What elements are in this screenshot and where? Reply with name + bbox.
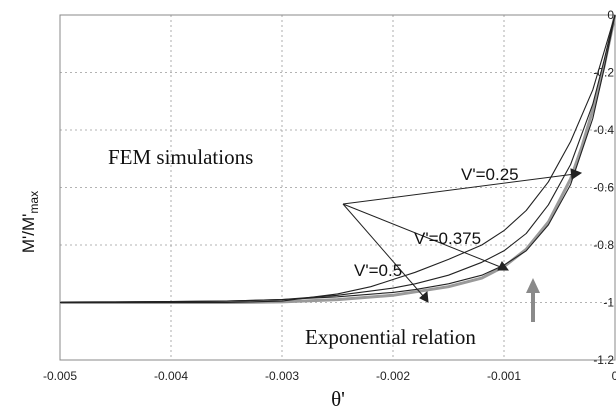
exponential-relation-label: Exponential relation (305, 325, 476, 349)
arrow-v025-head (570, 168, 583, 180)
y-tick-label: -0.4 (593, 123, 614, 137)
arrow-v05 (342, 203, 425, 298)
y-tick-label: -1.2 (593, 353, 614, 367)
y-tick-label: -0.6 (593, 181, 614, 195)
series (59, 14, 616, 304)
x-tick-label: -0.003 (265, 369, 299, 383)
y-tick-label: 0 (607, 8, 614, 22)
arrow-v025 (342, 173, 576, 205)
x-tick-label: -0.001 (487, 369, 521, 383)
y-tick-label: -1 (603, 296, 614, 310)
v025-label: V'=0.25 (461, 165, 519, 184)
annotation-arrows (342, 168, 583, 303)
exponential-arrow (526, 278, 540, 322)
y-tick-label: -0.8 (593, 238, 614, 252)
x-tick-label: 0 (612, 369, 616, 383)
plot-border (59, 14, 616, 361)
y-axis-label: M'/M'max (19, 191, 41, 253)
arrow-v05-head (419, 290, 429, 303)
x-tick-label: -0.004 (154, 369, 188, 383)
v05-label: V'=0.5 (354, 261, 402, 280)
arrow-v0375-head (497, 261, 509, 271)
x-tick-label: -0.005 (43, 369, 77, 383)
fem-simulations-label: FEM simulations (108, 145, 253, 169)
arrow-v0375 (342, 203, 504, 269)
v0375-label: V'=0.375 (414, 229, 481, 248)
series-line-v-0-5 (59, 14, 616, 304)
y-axis-label-subscript: max (27, 191, 41, 214)
x-axis-label: θ' (331, 387, 345, 411)
x-tick-label: -0.002 (376, 369, 410, 383)
